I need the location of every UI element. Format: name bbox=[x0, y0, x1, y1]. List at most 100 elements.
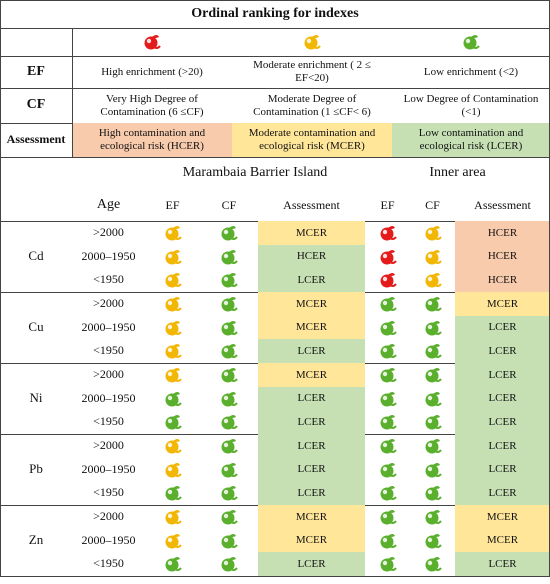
element: Ni bbox=[29, 390, 43, 406]
rank-icon bbox=[165, 486, 182, 501]
rank-desc: High contamination and ecological risk (… bbox=[72, 123, 232, 157]
rank-icon bbox=[380, 391, 397, 406]
element: Pb bbox=[29, 461, 43, 477]
rule bbox=[0, 0, 550, 1]
row-label: EF bbox=[27, 63, 45, 79]
column-header: CF bbox=[425, 197, 440, 212]
rule bbox=[0, 88, 550, 89]
column-header: EF bbox=[380, 197, 395, 212]
assessment: LCER bbox=[455, 434, 550, 458]
assessment: MCER bbox=[258, 363, 365, 387]
rank-icon bbox=[380, 249, 397, 264]
rank-icon bbox=[221, 225, 238, 241]
rank-icon bbox=[221, 533, 238, 548]
rank-icon bbox=[425, 320, 442, 335]
rank-icon bbox=[165, 557, 182, 572]
column-header: Assessment bbox=[474, 197, 531, 212]
rank-icon bbox=[463, 35, 480, 50]
rank-desc: High enrichment (>20) bbox=[101, 65, 203, 78]
age: >2000 bbox=[93, 366, 124, 381]
ranking-title: Ordinal ranking for indexes bbox=[191, 5, 359, 21]
age: >2000 bbox=[93, 437, 124, 452]
rank-icon bbox=[221, 320, 238, 335]
rank-desc: Moderate enrichment ( 2 ≤ EF<20) bbox=[253, 59, 371, 84]
rank-icon bbox=[221, 391, 238, 406]
rank-icon bbox=[165, 320, 182, 335]
assessment: LCER bbox=[258, 386, 365, 411]
rank-icon bbox=[380, 367, 397, 383]
rank-icon bbox=[425, 273, 442, 288]
rank-icon bbox=[425, 367, 442, 383]
rank-icon bbox=[221, 462, 238, 477]
rank-icon bbox=[165, 249, 182, 264]
rule bbox=[0, 0, 1, 577]
column-header: CF bbox=[221, 197, 237, 212]
age: <1950 bbox=[93, 556, 124, 571]
age: >2000 bbox=[93, 295, 124, 310]
rank-icon bbox=[425, 509, 442, 525]
age: 2000–1950 bbox=[81, 319, 136, 334]
assessment: LCER bbox=[455, 481, 550, 505]
rank-icon bbox=[165, 273, 182, 288]
rank-icon bbox=[165, 533, 182, 548]
assessment: HCER bbox=[258, 244, 365, 269]
rank-icon bbox=[380, 438, 397, 454]
rank-icon bbox=[380, 533, 397, 548]
rank-icon bbox=[425, 344, 442, 359]
assessment: LCER bbox=[455, 339, 550, 363]
assessment: LCER bbox=[258, 339, 365, 363]
column-header: EF bbox=[165, 197, 180, 212]
rank-icon bbox=[165, 415, 182, 430]
rank-desc: Low Degree of Contamination (<1) bbox=[403, 92, 539, 118]
rank-icon bbox=[221, 249, 238, 264]
rank-icon bbox=[380, 344, 397, 359]
rank-icon bbox=[425, 296, 442, 312]
age: 2000–1950 bbox=[81, 390, 136, 405]
rank-icon bbox=[425, 249, 442, 264]
assessment: LCER bbox=[455, 552, 550, 576]
assessment: LCER bbox=[258, 457, 365, 482]
assessment: LCER bbox=[258, 410, 365, 434]
row-label: CF bbox=[26, 97, 46, 113]
rank-icon bbox=[425, 486, 442, 501]
assessment: MCER bbox=[258, 315, 365, 340]
age: <1950 bbox=[93, 485, 124, 500]
rank-icon bbox=[425, 415, 442, 430]
assessment: HCER bbox=[455, 244, 550, 269]
rank-icon bbox=[380, 225, 397, 241]
rank-icon bbox=[165, 225, 182, 241]
rank-icon bbox=[425, 391, 442, 406]
rank-icon bbox=[165, 509, 182, 525]
area-header: Marambaia Barrier Island bbox=[182, 165, 328, 181]
assessment: LCER bbox=[455, 315, 550, 340]
rank-icon bbox=[221, 415, 238, 430]
rank-icon bbox=[165, 296, 182, 312]
rank-desc: Moderate contamination and ecological ri… bbox=[232, 123, 392, 157]
rank-desc: Low contamination and ecological risk (L… bbox=[392, 123, 550, 157]
rule bbox=[72, 28, 73, 157]
assessment: LCER bbox=[455, 457, 550, 482]
assessment: LCER bbox=[258, 434, 365, 458]
column-header: Age bbox=[96, 197, 121, 213]
rank-icon bbox=[165, 391, 182, 406]
age: <1950 bbox=[93, 414, 124, 429]
rank-icon bbox=[425, 533, 442, 548]
rank-icon bbox=[425, 557, 442, 572]
rank-icon bbox=[221, 509, 238, 525]
rank-icon bbox=[425, 462, 442, 477]
assessment: LCER bbox=[455, 386, 550, 411]
age: 2000–1950 bbox=[81, 461, 136, 476]
rule bbox=[0, 56, 550, 57]
age: 2000–1950 bbox=[81, 248, 136, 263]
rule bbox=[0, 28, 550, 29]
rank-icon bbox=[221, 486, 238, 501]
rank-icon bbox=[165, 367, 182, 383]
element: Cu bbox=[28, 319, 44, 335]
age: <1950 bbox=[93, 343, 124, 358]
assessment: LCER bbox=[258, 481, 365, 505]
row-label: Assessment bbox=[6, 132, 66, 147]
rank-icon bbox=[380, 296, 397, 312]
rank-icon bbox=[380, 415, 397, 430]
assessment: MCER bbox=[258, 505, 365, 529]
